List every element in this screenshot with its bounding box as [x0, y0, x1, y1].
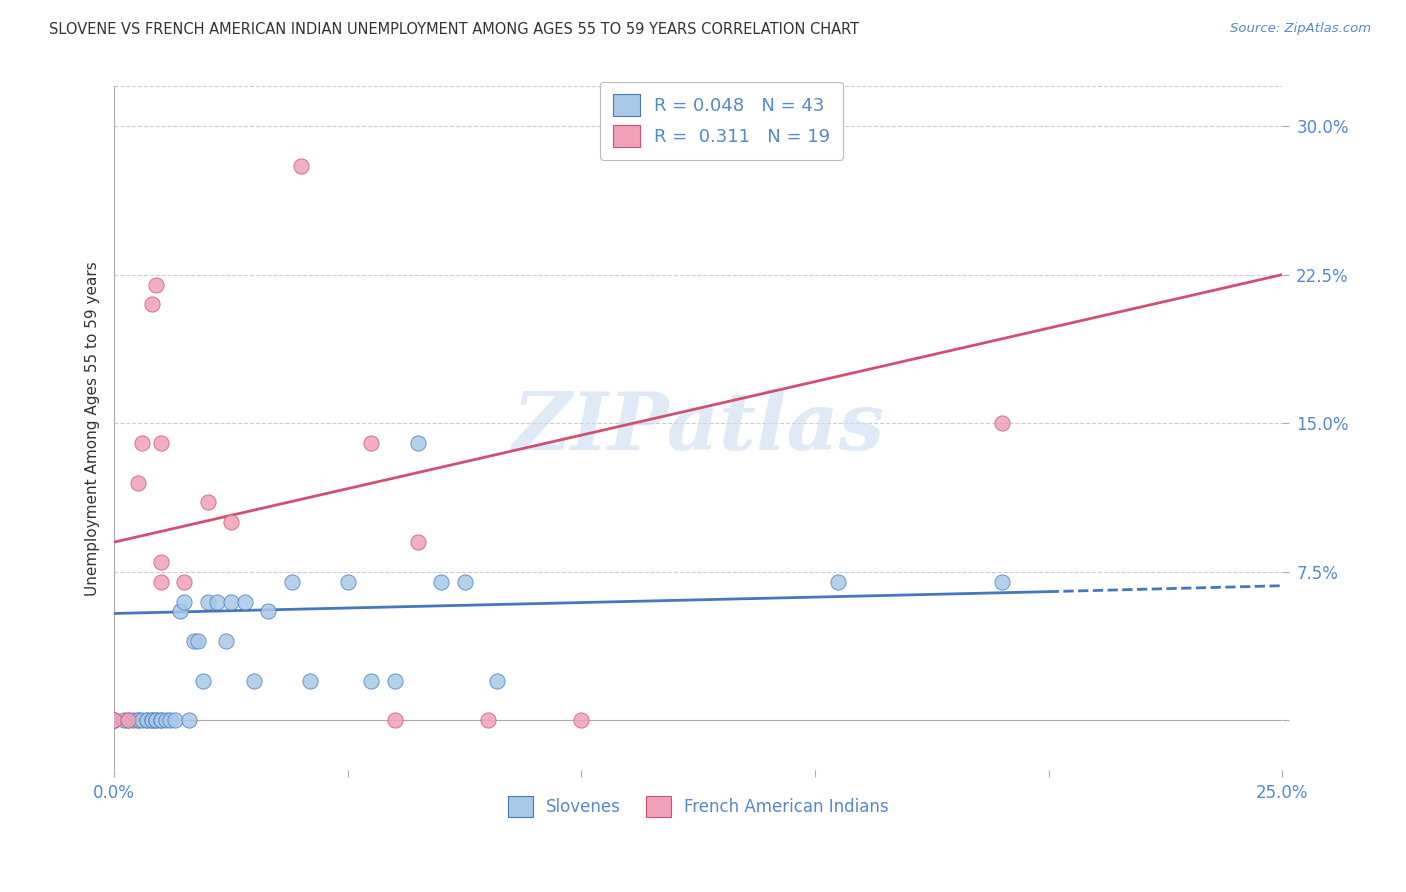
Point — [149, 555, 172, 569]
Point — [183, 634, 205, 648]
Point — [117, 714, 139, 728]
Point — [219, 594, 242, 608]
Point — [477, 714, 499, 728]
Point — [991, 574, 1014, 589]
Point — [205, 594, 228, 608]
Point — [486, 673, 509, 688]
Point — [173, 594, 195, 608]
Point — [141, 714, 163, 728]
Point — [233, 594, 256, 608]
Point — [135, 714, 157, 728]
Point — [571, 714, 593, 728]
Point — [112, 714, 135, 728]
Point — [197, 495, 219, 509]
Point — [145, 714, 167, 728]
Point — [135, 714, 157, 728]
Point — [173, 574, 195, 589]
Point — [122, 714, 145, 728]
Point — [827, 574, 849, 589]
Point — [103, 714, 125, 728]
Point — [360, 436, 382, 450]
Point — [145, 277, 167, 292]
Point — [299, 673, 322, 688]
Point — [406, 436, 429, 450]
Point — [149, 436, 172, 450]
Point — [131, 436, 153, 450]
Point — [360, 673, 382, 688]
Point — [131, 714, 153, 728]
Point — [280, 574, 302, 589]
Y-axis label: Unemployment Among Ages 55 to 59 years: Unemployment Among Ages 55 to 59 years — [86, 260, 100, 596]
Point — [384, 714, 406, 728]
Point — [187, 634, 209, 648]
Legend: Slovenes, French American Indians: Slovenes, French American Indians — [501, 789, 896, 823]
Point — [117, 714, 139, 728]
Point — [149, 714, 172, 728]
Text: ZIPatlas: ZIPatlas — [512, 390, 884, 467]
Point — [145, 714, 167, 728]
Point — [159, 714, 181, 728]
Point — [219, 516, 242, 530]
Point — [163, 714, 186, 728]
Point — [141, 297, 163, 311]
Text: SLOVENE VS FRENCH AMERICAN INDIAN UNEMPLOYMENT AMONG AGES 55 TO 59 YEARS CORRELA: SLOVENE VS FRENCH AMERICAN INDIAN UNEMPL… — [49, 22, 859, 37]
Point — [191, 673, 214, 688]
Point — [155, 714, 177, 728]
Text: Source: ZipAtlas.com: Source: ZipAtlas.com — [1230, 22, 1371, 36]
Point — [127, 475, 149, 490]
Point — [127, 714, 149, 728]
Point — [149, 574, 172, 589]
Point — [177, 714, 200, 728]
Point — [290, 159, 312, 173]
Point — [991, 416, 1014, 430]
Point — [453, 574, 475, 589]
Point — [384, 673, 406, 688]
Point — [336, 574, 359, 589]
Point — [257, 605, 280, 619]
Point — [243, 673, 266, 688]
Point — [197, 594, 219, 608]
Point — [127, 714, 149, 728]
Point — [141, 714, 163, 728]
Point — [406, 535, 429, 549]
Point — [103, 714, 125, 728]
Point — [430, 574, 453, 589]
Point — [215, 634, 238, 648]
Point — [169, 605, 191, 619]
Point — [149, 714, 172, 728]
Point — [103, 714, 125, 728]
